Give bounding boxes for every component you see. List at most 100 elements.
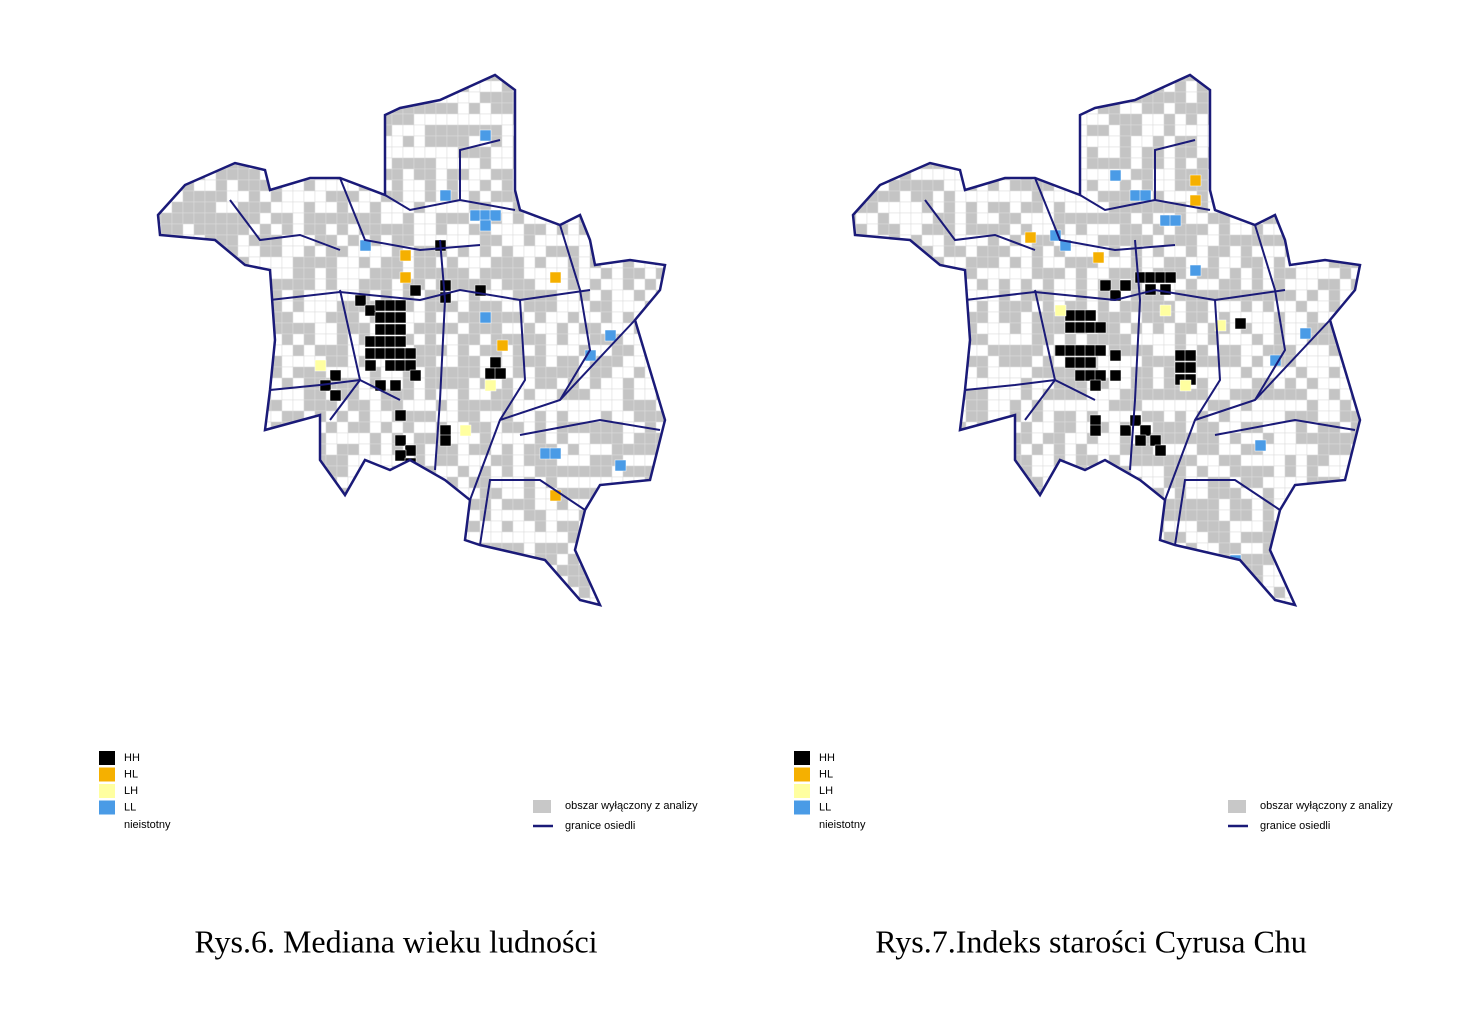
cell [380,75,393,82]
cell [479,234,492,247]
cell [888,124,901,137]
cell [888,102,901,115]
cell [501,300,514,313]
cell [424,520,437,533]
cell [678,367,689,378]
cell [667,114,678,125]
cell [987,135,1000,148]
cell [1262,476,1275,489]
cell [259,146,272,159]
cell [678,587,689,598]
cell [1064,520,1077,533]
cell [853,102,857,115]
cell [943,377,956,390]
cell [1108,75,1121,82]
cell [678,147,689,158]
cell [910,487,923,500]
cell [1251,146,1264,159]
cell [369,157,382,170]
cell [1229,333,1242,346]
cell [1373,400,1384,411]
cell [1009,212,1022,225]
cell [446,388,459,401]
cell [1009,256,1022,269]
cell [888,410,901,423]
cell [424,564,437,577]
cell [1053,267,1066,280]
cell [158,377,162,390]
cell [160,344,173,357]
cell [1273,432,1286,445]
cell [193,388,206,401]
cell [226,234,239,247]
cell [855,168,868,181]
cell [1350,542,1360,555]
cell [182,487,195,500]
cell [1020,432,1033,445]
cell [1317,168,1330,181]
cell [987,146,1000,159]
cell [1141,300,1154,313]
cell [1185,443,1198,456]
cell [1317,256,1330,269]
cell [446,75,459,82]
cell [998,146,1011,159]
cell [1020,531,1033,544]
cell [1251,300,1264,313]
cell [1306,146,1319,159]
cell [479,432,492,445]
cell [158,234,162,247]
cell [215,454,228,467]
cell [413,498,426,511]
cell [1020,311,1033,324]
cell [158,487,162,500]
cell [1031,322,1044,335]
cell [1284,366,1297,379]
cell [523,75,536,82]
cell [204,91,217,104]
cell [326,609,337,620]
cell [921,487,934,500]
cell [998,179,1011,192]
cell [667,81,678,92]
cell [468,311,481,324]
cell [1240,333,1253,346]
cell [1064,553,1077,566]
cell [667,103,678,114]
cell [270,278,283,291]
cell [1262,465,1275,478]
cell [589,322,602,335]
cell [1174,267,1187,280]
cell [1141,542,1154,555]
cell [1174,278,1187,291]
cell [490,267,503,280]
cell [1273,113,1286,126]
cell [921,586,934,599]
cell [1064,91,1077,104]
cell [446,135,459,148]
cell [158,355,162,368]
cell [325,278,338,291]
cell [1053,542,1066,555]
cell [644,146,657,159]
cell [888,531,901,544]
cell [226,476,239,489]
cell [1229,487,1242,500]
cell [855,487,868,500]
cell [910,289,923,302]
cell [853,465,857,478]
cell [578,157,591,170]
cell [899,80,912,93]
cell [523,278,536,291]
cell [1196,245,1209,258]
cell [987,520,1000,533]
cell [457,564,470,577]
cell [1163,146,1176,159]
cell [1053,388,1066,401]
cell [633,223,646,236]
cell [1295,245,1308,258]
cell [325,80,338,93]
cell [270,432,283,445]
cell [347,245,360,258]
cell [380,597,393,605]
